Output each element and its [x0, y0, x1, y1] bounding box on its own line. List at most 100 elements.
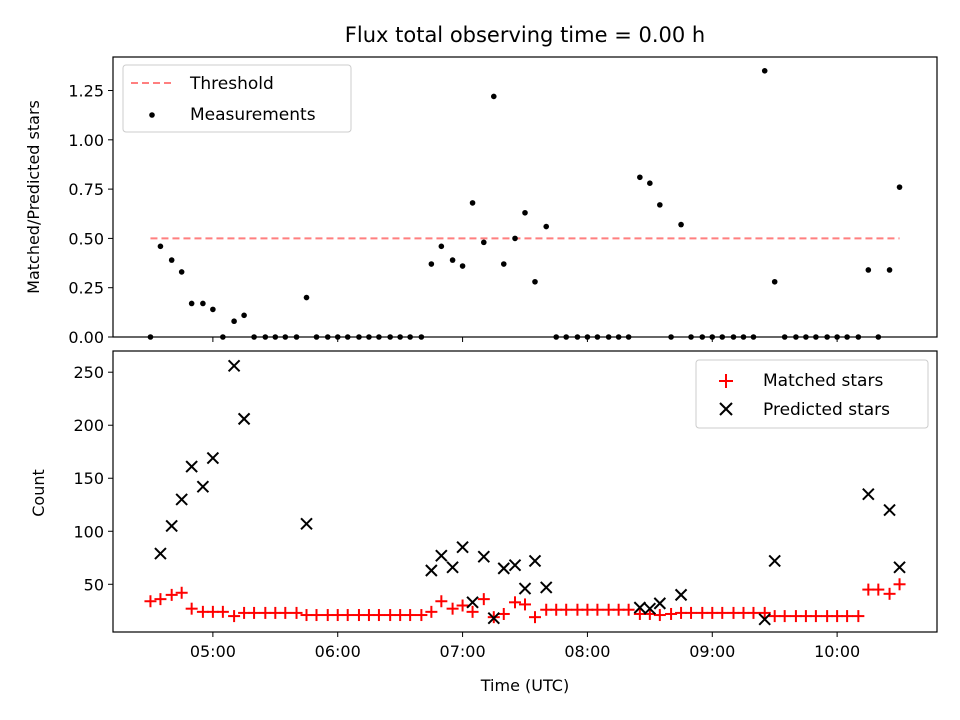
bottom-legend: Matched stars Predicted stars — [695, 359, 929, 429]
measurement-point — [637, 174, 643, 181]
bottom-plot-area — [144, 359, 906, 626]
matched-star-point — [165, 588, 178, 601]
measurement-point — [678, 221, 684, 228]
bottom-axes-frame — [112, 350, 938, 633]
matched-star-point — [841, 610, 854, 623]
matched-star-point — [477, 593, 490, 606]
predicted-star-point — [196, 480, 210, 493]
matched-star-point — [466, 605, 479, 618]
matched-star-point — [310, 609, 323, 622]
bottom-axis-ticks: 50 100 150 200 250 05:00 06:00 07:00 08:00 09:00 1… — [73, 363, 860, 661]
matched-star-point — [716, 606, 729, 619]
measurement-point — [469, 200, 476, 206]
matched-star-point — [622, 603, 635, 616]
measurement-point — [428, 261, 435, 267]
matched-star-point — [290, 606, 303, 619]
matched-star-point — [154, 593, 167, 606]
predicted-star-point — [758, 613, 771, 626]
bottom-ytick-label: 50 — [84, 575, 104, 594]
measurement-point — [188, 300, 195, 307]
bottom-ytick-label: 150 — [73, 469, 104, 488]
top-ytick-label: 0.25 — [68, 279, 104, 298]
matched-star-point — [175, 586, 188, 599]
measurement-point — [886, 267, 893, 273]
top-axes-frame — [112, 56, 938, 338]
matched-star-point — [809, 610, 822, 623]
predicted-star-point — [883, 503, 896, 517]
matched-star-point — [883, 587, 896, 600]
legend-predicted-swatch — [719, 402, 733, 416]
predicted-star-point — [518, 582, 532, 595]
measurement-point — [522, 209, 528, 216]
matched-star-point — [279, 606, 292, 619]
measurement-point — [490, 93, 497, 100]
bottom-ytick-label: 100 — [73, 522, 104, 541]
measurement-point — [459, 263, 466, 269]
measurement-point — [865, 267, 872, 273]
top-ytick-label: 1.00 — [68, 131, 104, 150]
predicted-star-point — [528, 554, 542, 568]
measurement-point — [449, 257, 456, 263]
bottom-xtick-label: 05:00 — [190, 642, 236, 661]
predicted-star-point — [435, 549, 448, 562]
measurement-point — [761, 68, 768, 74]
bottom-ytick-label: 250 — [73, 363, 104, 382]
top-legend: Threshold Measurements — [122, 64, 352, 133]
predicted-star-point — [674, 588, 688, 602]
measurement-point — [896, 184, 903, 190]
measurement-point — [771, 278, 778, 285]
matched-star-point — [456, 599, 469, 612]
predicted-star-point — [206, 451, 220, 465]
top-ytick-label: 0.50 — [68, 229, 104, 248]
top-ytick-label: 0.00 — [68, 328, 104, 347]
matched-star-point — [228, 610, 241, 623]
measurement-point — [438, 243, 445, 250]
predicted-star-point — [540, 581, 553, 594]
matched-star-point — [519, 598, 531, 611]
legend-matched-swatch — [719, 374, 733, 388]
matched-star-point — [560, 603, 573, 616]
measurement-point — [241, 312, 247, 319]
matched-star-point — [372, 609, 385, 622]
predicted-star-point — [862, 487, 875, 501]
matched-star-point — [144, 595, 157, 608]
bottom-xlabel: Time (UTC) — [480, 676, 569, 695]
matched-star-point — [852, 610, 865, 623]
matched-star-point — [747, 606, 760, 619]
predicted-star-point — [456, 540, 469, 554]
matched-star-point — [435, 595, 448, 608]
bottom-xtick-label: 08:00 — [564, 642, 610, 661]
measurement-point — [481, 239, 487, 246]
measurement-point — [512, 235, 518, 242]
predicted-star-point — [633, 601, 647, 614]
measurement-point — [231, 318, 237, 325]
legend-measurements-swatch — [149, 112, 155, 118]
matched-star-point — [185, 602, 198, 615]
predicted-star-point — [653, 597, 667, 610]
measurement-point — [543, 223, 550, 230]
measurement-point — [657, 202, 663, 208]
predicted-star-point — [893, 561, 906, 574]
matched-star-point — [248, 606, 261, 619]
bottom-xtick-label: 07:00 — [440, 642, 486, 661]
bottom-xtick-label: 09:00 — [689, 642, 735, 661]
matched-star-point — [216, 605, 229, 618]
bottom-xtick-label: 06:00 — [315, 642, 361, 661]
measurement-point — [178, 269, 185, 275]
top-ytick-label: 0.75 — [68, 180, 104, 199]
measurement-point — [303, 294, 310, 301]
matched-star-point — [758, 606, 771, 619]
predicted-star-point — [497, 562, 510, 575]
predicted-star-point — [477, 550, 491, 563]
matched-star-point — [509, 596, 522, 609]
top-chart-title: Flux total observing time = 0.00 h — [345, 23, 705, 47]
predicted-star-point — [643, 602, 657, 615]
predicted-star-point — [487, 612, 500, 625]
matched-star-point — [653, 609, 666, 622]
matched-star-point — [872, 583, 885, 596]
predicted-star-point — [300, 517, 313, 531]
matched-star-point — [528, 611, 541, 624]
predicted-star-point — [508, 558, 522, 572]
matched-star-point — [404, 609, 417, 622]
